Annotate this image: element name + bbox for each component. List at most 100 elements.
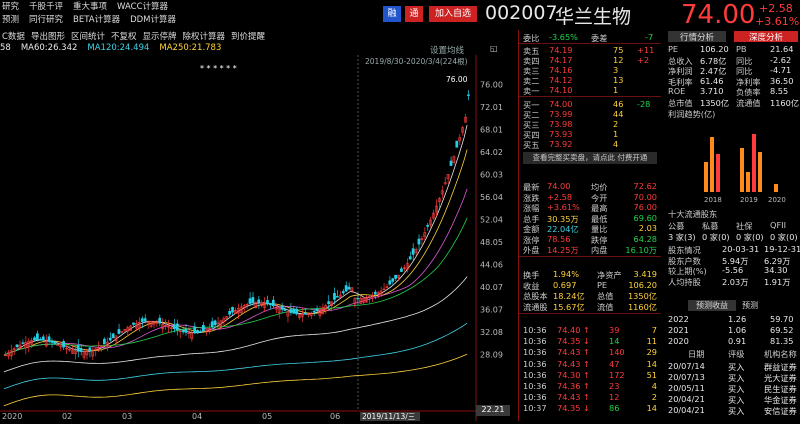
candle-body — [132, 322, 135, 325]
stat-label: PE — [597, 279, 608, 290]
candle-body — [70, 349, 74, 354]
kline-svg[interactable]: 76.00 72.01 68.01 64.02 60.03 56.04 52.04 48.05… — [0, 55, 510, 421]
sell-level: 卖一 — [523, 86, 540, 96]
menu-item[interactable]: 同行研究 — [29, 15, 64, 25]
candle-body — [172, 324, 176, 330]
candle-body — [231, 306, 234, 313]
candle-body — [347, 286, 351, 290]
fund-value: -2.62 — [770, 54, 792, 65]
data-row: 卖四 74.17 12 +2 — [519, 55, 661, 66]
candle-body — [79, 348, 83, 352]
ma-line — [3, 124, 468, 356]
x-tick-label: 03 — [122, 412, 132, 421]
data-row: 2022 1.26 59.70 — [664, 314, 800, 324]
sell-price: 74.19 — [549, 45, 573, 55]
tick-count: 11 — [646, 336, 657, 347]
top-menu-row1: 研究 千股千评 重大事项 WACC计算器 — [0, 0, 522, 12]
forecast-tab[interactable]: 预测收益 — [688, 300, 736, 311]
data-row: 净利润 2.47亿 同比 -4.71 — [664, 65, 800, 76]
ma-settings-button[interactable]: 设置均线 — [430, 46, 465, 56]
buy-price: 73.99 — [549, 109, 573, 119]
data-row: 卖二 74.12 13 — [519, 75, 661, 86]
kline-chart[interactable]: 76.00 72.01 68.01 64.02 60.03 56.04 52.04 48.05… — [0, 55, 510, 421]
candle-body — [123, 329, 127, 331]
tick-time: 10:36 — [523, 369, 547, 380]
fund-value: 1350亿 — [700, 97, 730, 108]
holder-tab: 公募 — [668, 221, 685, 231]
tick-time: 10:36 — [523, 358, 547, 369]
candle-body — [126, 327, 130, 332]
profit-bar — [710, 137, 714, 192]
data-row: 20/05/11 买入 民生证券 — [664, 383, 800, 394]
candle-body — [274, 306, 278, 310]
tab-deep-analysis[interactable]: 深度分析 — [734, 31, 798, 43]
menu-item[interactable]: 研究 — [2, 2, 20, 12]
add-watchlist-button[interactable]: 加入自选 — [429, 6, 477, 22]
stat-value: 106.20 — [628, 279, 657, 290]
menu-item[interactable]: 不复权 — [110, 32, 137, 42]
candle-body — [196, 330, 199, 333]
menu-item[interactable]: 千股千评 — [29, 2, 64, 12]
candle-body — [18, 344, 22, 349]
menu-item[interactable]: 显示停牌 — [142, 32, 177, 42]
data-row: 委比 -3.65% 委差 -7 — [519, 32, 661, 43]
menu-item[interactable]: 预测 — [2, 15, 20, 25]
y-tick-label: 32.08 — [480, 328, 503, 337]
connect-badge[interactable]: 通 — [405, 6, 423, 22]
tick-count: 14 — [646, 403, 657, 414]
menu-item[interactable]: DDM计算器 — [130, 15, 177, 25]
candle-body — [426, 224, 430, 227]
menu-item[interactable]: 除权计算器 — [182, 32, 226, 42]
rating-value: 买入 — [728, 362, 745, 372]
candle-body — [105, 341, 109, 347]
candle-body — [391, 278, 395, 282]
fund-label: ROE — [668, 86, 686, 96]
data-row: 总手 30.35万 最低 69.60 — [519, 213, 661, 224]
candle-body — [440, 190, 444, 195]
candle-body — [103, 338, 106, 345]
data-row: 收益 0.697 PE 106.20 — [519, 279, 661, 291]
menu-item[interactable]: 导出图形 — [30, 32, 65, 42]
rating-date: 20/04/21 — [668, 405, 705, 415]
candle-body — [228, 311, 231, 315]
stat-value: 18.24亿 — [553, 291, 585, 301]
upgrade-banner[interactable]: 查看完整买卖盘，请点此 付费开通 — [523, 152, 657, 164]
y-tick-label: 44.06 — [480, 260, 503, 269]
fund-label: PB — [736, 44, 747, 54]
holder-value: 20-03-31 — [722, 244, 760, 254]
menu-item[interactable]: 区间统计 — [70, 32, 105, 42]
data-row: 卖三 74.16 3 — [519, 65, 661, 76]
expand-icon[interactable]: ◱ — [490, 44, 498, 53]
label: 委差 — [591, 33, 608, 43]
candle-body — [385, 286, 389, 288]
top-menu-row2: 预测 同行研究 BETA计算器 DDM计算器 — [0, 13, 522, 25]
candle-body — [53, 341, 57, 344]
menu-item[interactable]: 到价提醒 — [231, 32, 266, 42]
stat-label: 最新 — [523, 182, 540, 192]
max-price-marker: 76.00 — [446, 75, 468, 84]
candle-body — [135, 322, 138, 329]
menu-item[interactable]: WACC计算器 — [117, 2, 169, 12]
candle-body — [394, 274, 397, 279]
menu-item[interactable]: BETA计算器 — [73, 15, 121, 25]
candle-body — [129, 325, 132, 331]
margin-badge[interactable]: 融 — [383, 6, 401, 22]
stat-value: 22.04亿 — [547, 224, 579, 234]
candle-body — [216, 322, 220, 325]
candle-body — [321, 307, 325, 315]
candle-body — [239, 306, 243, 314]
stat-label: 均价 — [591, 182, 608, 192]
data-row: 3 家(3) 0 家(0) 0 家(0) 0 家(0) — [664, 231, 800, 242]
candle-body — [341, 291, 345, 294]
data-row: 总收入 6.78亿 同比 -2.62 — [664, 54, 800, 66]
menu-item[interactable]: C数据 — [2, 32, 25, 42]
stat-value: 78.56 — [547, 233, 571, 244]
tab-market-analysis[interactable]: 行情分析 — [668, 31, 726, 43]
candle-body — [170, 327, 173, 329]
candle-body — [152, 321, 156, 325]
menu-item[interactable]: 重大事项 — [73, 2, 108, 12]
buy-volume: 1 — [613, 129, 619, 139]
forecast-tab[interactable]: 预测 — [742, 301, 758, 310]
holder-label: 股东情况 — [668, 245, 701, 255]
stat-value: 1.94% — [553, 269, 580, 279]
